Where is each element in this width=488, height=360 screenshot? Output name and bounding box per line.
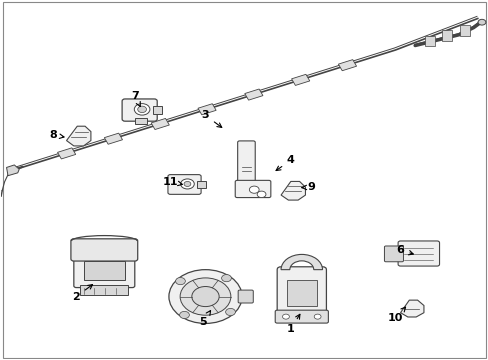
Bar xyxy=(83,261,125,280)
FancyBboxPatch shape xyxy=(237,141,255,187)
Circle shape xyxy=(183,181,190,186)
Bar xyxy=(153,106,162,114)
Circle shape xyxy=(175,278,185,285)
FancyBboxPatch shape xyxy=(397,241,439,266)
Polygon shape xyxy=(281,181,305,200)
FancyBboxPatch shape xyxy=(235,180,270,198)
FancyBboxPatch shape xyxy=(167,175,201,194)
Bar xyxy=(197,181,205,188)
Text: 10: 10 xyxy=(387,307,405,323)
Text: 5: 5 xyxy=(199,311,210,327)
Text: 7: 7 xyxy=(131,91,140,107)
FancyBboxPatch shape xyxy=(384,246,403,262)
Polygon shape xyxy=(58,148,76,159)
Text: 1: 1 xyxy=(286,314,299,334)
Text: 11: 11 xyxy=(163,177,182,187)
Polygon shape xyxy=(442,30,451,41)
Text: 4: 4 xyxy=(276,155,294,171)
Circle shape xyxy=(257,191,265,198)
Circle shape xyxy=(179,311,189,319)
Circle shape xyxy=(191,287,219,307)
FancyBboxPatch shape xyxy=(277,267,326,316)
Circle shape xyxy=(180,278,230,315)
Bar xyxy=(135,118,147,124)
Circle shape xyxy=(225,309,235,316)
FancyBboxPatch shape xyxy=(71,239,138,261)
Circle shape xyxy=(134,104,150,115)
Polygon shape xyxy=(104,133,122,144)
Polygon shape xyxy=(198,104,216,115)
Wedge shape xyxy=(281,255,322,270)
Polygon shape xyxy=(459,25,469,36)
Circle shape xyxy=(314,314,321,319)
Polygon shape xyxy=(6,165,19,176)
Polygon shape xyxy=(151,118,169,130)
Bar xyxy=(80,285,128,295)
FancyBboxPatch shape xyxy=(238,290,253,303)
Circle shape xyxy=(180,179,194,189)
Text: 8: 8 xyxy=(49,130,64,140)
Text: 2: 2 xyxy=(72,285,92,302)
Circle shape xyxy=(168,270,242,323)
Bar xyxy=(286,280,316,306)
Polygon shape xyxy=(400,300,423,317)
FancyBboxPatch shape xyxy=(122,99,157,121)
Circle shape xyxy=(221,275,231,282)
Text: 9: 9 xyxy=(301,182,315,192)
Polygon shape xyxy=(424,36,434,46)
FancyBboxPatch shape xyxy=(275,310,328,323)
Text: 6: 6 xyxy=(396,245,412,255)
FancyBboxPatch shape xyxy=(74,246,135,288)
Circle shape xyxy=(249,186,259,193)
Circle shape xyxy=(138,106,146,113)
Text: 3: 3 xyxy=(201,111,221,127)
Circle shape xyxy=(282,314,289,319)
Polygon shape xyxy=(244,89,263,100)
Circle shape xyxy=(477,19,485,25)
Polygon shape xyxy=(338,60,356,71)
Polygon shape xyxy=(66,126,91,146)
Polygon shape xyxy=(291,74,309,85)
